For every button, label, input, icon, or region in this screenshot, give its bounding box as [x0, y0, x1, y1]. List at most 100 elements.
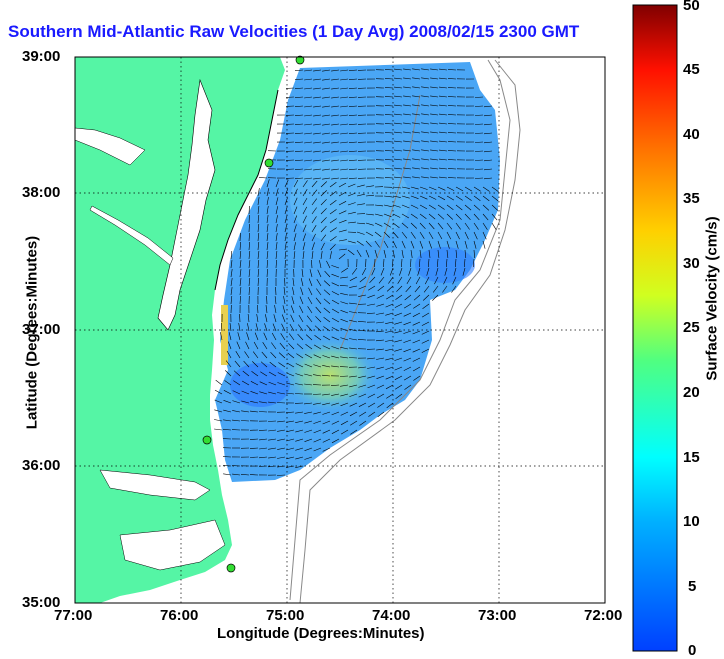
- velocity-vector: [474, 96, 484, 98]
- velocity-vector: [410, 222, 418, 229]
- potomac-river: [89, 205, 174, 266]
- velocity-vector: [239, 269, 242, 278]
- velocity-vector: [329, 227, 337, 233]
- velocity-vector: [268, 447, 277, 450]
- velocity-vector: [421, 348, 430, 353]
- velocity-vector: [412, 348, 421, 353]
- velocity-vector: [293, 233, 297, 242]
- velocity-vector: [249, 438, 259, 440]
- velocity-vector: [378, 276, 385, 284]
- velocity-vector: [385, 366, 394, 370]
- velocity-vector: [304, 420, 313, 424]
- velocity-vector: [302, 215, 307, 224]
- velocity-vector: [297, 333, 304, 341]
- velocity-vector: [350, 429, 358, 435]
- velocity-vector: [331, 438, 340, 444]
- velocity-vector: [322, 438, 331, 443]
- velocity-vector: [438, 77, 448, 80]
- velocity-vector: [259, 381, 268, 386]
- velocity-vector: [376, 375, 385, 379]
- velocity-vector: [385, 384, 394, 390]
- velocity-vector: [421, 176, 430, 179]
- velocity-vector: [248, 232, 250, 242]
- y-axis-label: Latitude (Degrees:Minutes): [23, 235, 41, 430]
- chesapeake-bay: [157, 78, 216, 331]
- velocity-vector: [257, 205, 260, 215]
- velocity-vector: [298, 324, 304, 332]
- velocity-vector: [232, 400, 241, 404]
- velocity-vector: [304, 447, 313, 451]
- velocity-vector: [437, 258, 439, 268]
- velocity-vector: [482, 231, 487, 240]
- velocity-vector: [274, 305, 277, 314]
- velocity-vector: [464, 222, 470, 230]
- velocity-vector: [231, 419, 241, 422]
- velocity-vector: [304, 383, 313, 386]
- velocity-vector: [412, 339, 421, 344]
- velocity-vector: [304, 159, 313, 162]
- velocity-vector: [293, 251, 296, 260]
- velocity-vector: [349, 393, 358, 397]
- velocity-vector: [277, 465, 286, 468]
- velocity-vector: [348, 357, 358, 359]
- velocity-vectors: [214, 68, 499, 476]
- velocity-vector: [280, 333, 286, 341]
- velocity-vector: [273, 314, 277, 323]
- velocity-vector: [376, 312, 385, 315]
- velocity-vector: [393, 149, 403, 152]
- velocity-vector: [331, 393, 340, 396]
- velocity-vector: [295, 363, 304, 368]
- velocity-vector: [239, 278, 242, 287]
- velocity-vector: [419, 195, 428, 200]
- velocity-vector: [308, 287, 313, 296]
- velocity-vector: [455, 231, 460, 240]
- velocity-vector: [276, 474, 286, 476]
- velocity-vector: [284, 206, 288, 215]
- velocity-vector: [464, 258, 466, 268]
- velocity-vector: [394, 303, 403, 308]
- velocity-vector: [225, 360, 232, 368]
- velocity-vector: [412, 95, 421, 98]
- velocity-vector: [403, 357, 412, 362]
- velocity-vector: [340, 356, 349, 359]
- velocity-vector: [286, 392, 295, 395]
- velocity-vector: [250, 381, 259, 386]
- velocity-vector: [281, 323, 286, 332]
- velocity-vector: [358, 366, 367, 369]
- velocity-vector: [401, 186, 410, 189]
- velocity-vector: [313, 69, 322, 72]
- velocity-vector: [293, 206, 298, 215]
- velocity-vector: [350, 420, 358, 426]
- velocity-vector: [236, 341, 241, 350]
- velocity-vector: [313, 177, 322, 180]
- velocity-vector: [258, 411, 268, 413]
- velocity-vector: [247, 323, 250, 332]
- velocity-vector: [331, 132, 340, 135]
- velocity-vector: [313, 150, 322, 153]
- velocity-vector: [394, 357, 403, 361]
- velocity-vector: [424, 276, 430, 285]
- velocity-vector: [413, 294, 421, 301]
- velocity-vector: [242, 370, 250, 377]
- velocity-vector: [413, 303, 421, 309]
- velocity-vector: [286, 420, 295, 423]
- velocity-vector: [356, 249, 362, 257]
- velocity-vector: [284, 277, 286, 287]
- velocity-vector: [365, 240, 372, 248]
- velocity-vector: [348, 78, 358, 80]
- velocity-vector: [414, 285, 421, 293]
- velocity-vector: [385, 303, 394, 308]
- velocity-vector: [388, 276, 394, 284]
- velocity-vector: [322, 402, 331, 406]
- velocity-vector: [338, 229, 347, 233]
- x-tick-label: 72:00: [584, 607, 623, 624]
- velocity-vector: [473, 213, 480, 221]
- velocity-vector: [284, 242, 287, 251]
- velocity-vector: [220, 332, 223, 341]
- x-tick-label: 74:00: [372, 607, 411, 624]
- velocity-vector: [421, 158, 430, 161]
- velocity-vector: [356, 240, 364, 246]
- velocity-vector: [248, 260, 251, 269]
- velocity-vector: [239, 286, 242, 296]
